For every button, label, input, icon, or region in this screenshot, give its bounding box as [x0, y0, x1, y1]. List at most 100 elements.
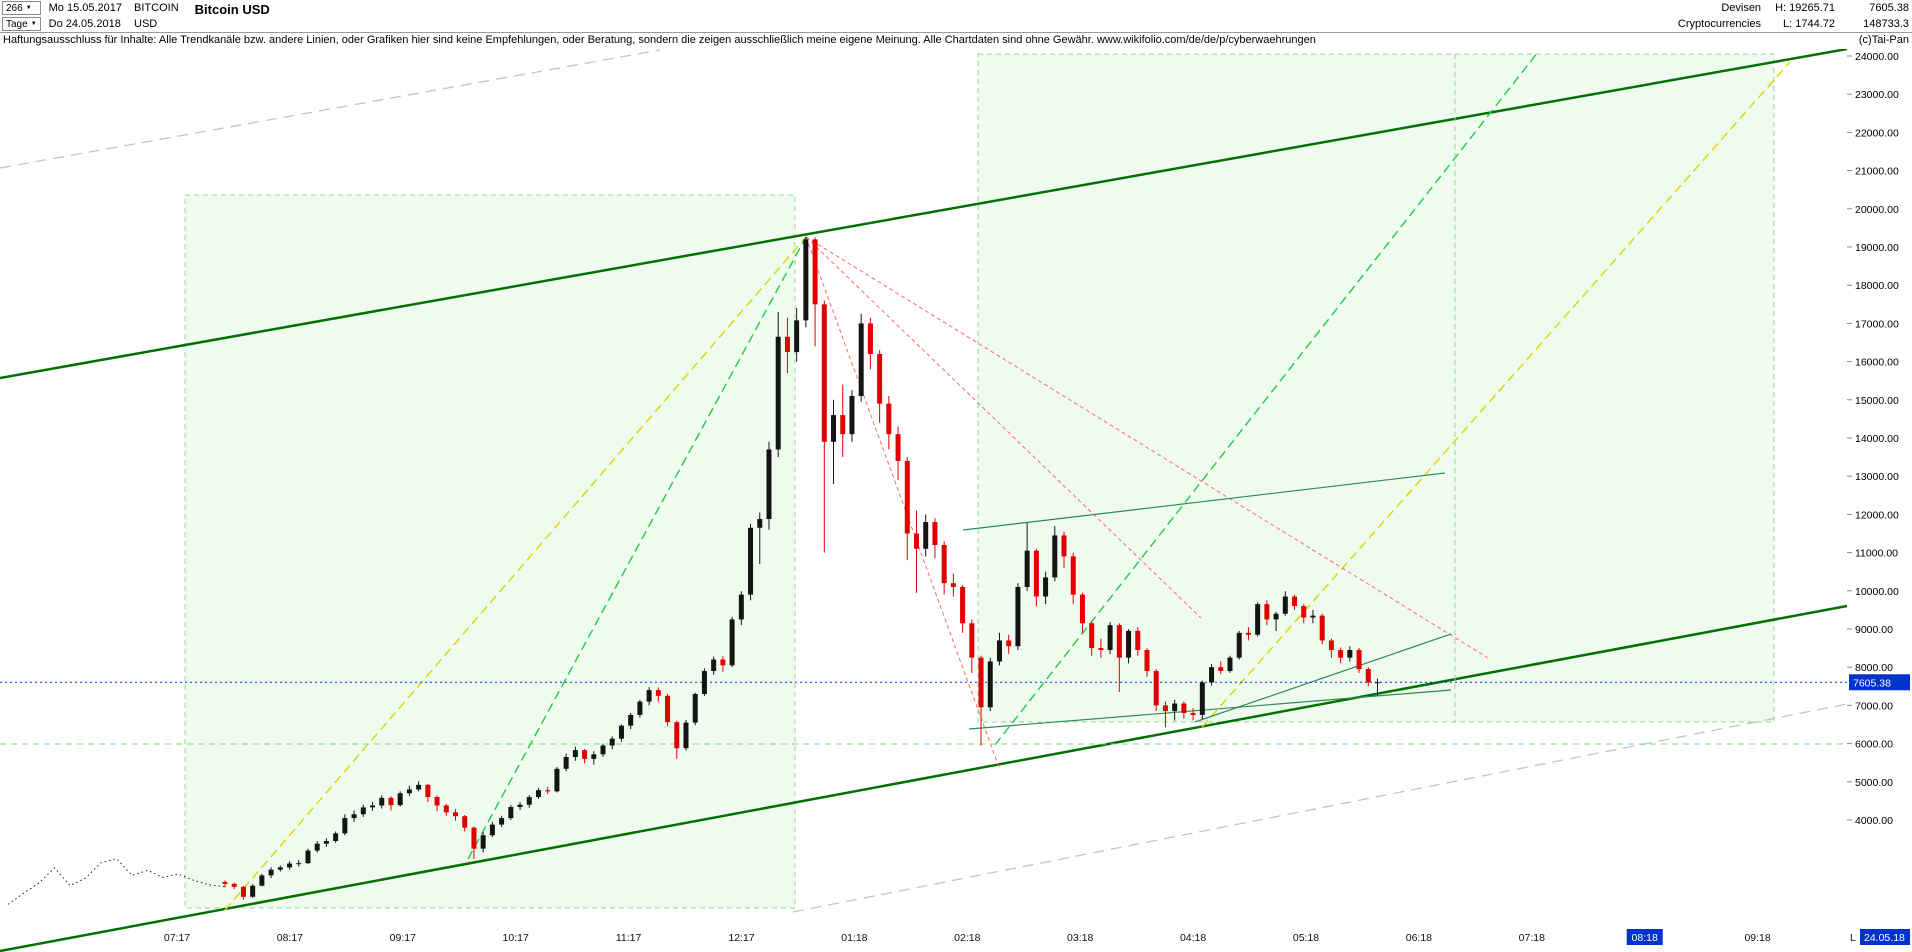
candle-body	[1218, 667, 1224, 672]
x-axis-label: 09:18	[1744, 932, 1770, 944]
candle-body	[1033, 550, 1039, 597]
candle-body	[563, 756, 569, 769]
candle-body	[720, 659, 726, 666]
candle-body	[840, 415, 846, 435]
x-axis-label: 12:17	[728, 932, 754, 944]
candle-body	[729, 619, 735, 666]
x-axis-label: 06:18	[1406, 932, 1432, 944]
candle-body	[978, 657, 984, 708]
minor-rising-support-line[interactable]	[1194, 633, 1452, 723]
last-date-label: 24.05.18	[1864, 932, 1905, 944]
y-axis-label: 10000.00	[1855, 586, 1899, 598]
candle-body	[1153, 671, 1159, 706]
candle-body	[950, 583, 956, 587]
last-date-prefix: L	[1850, 932, 1856, 944]
y-axis-label: 20000.00	[1855, 204, 1899, 216]
candlestick-chart: 24000.00 23000.00 22000.00 21000.00 20000.00…	[0, 49, 1910, 952]
highlight-region-2017[interactable]	[184, 194, 796, 909]
parallel-gray-bottom[interactable]	[792, 703, 1848, 913]
y-axis-label: 5000.00	[1855, 777, 1893, 789]
candle-body	[867, 323, 873, 354]
period-unit-select[interactable]: Tage ▼	[2, 17, 41, 31]
chevron-down-icon: ▼	[25, 5, 32, 11]
y-axis-label: 4000.00	[1855, 815, 1893, 827]
x-axis-label: 07:18	[1519, 932, 1545, 944]
fan-line-green-2017[interactable]	[467, 236, 807, 860]
last-values-cell: 7605.38 148733.3	[1842, 1, 1912, 31]
projection-red-middle[interactable]	[805, 236, 1202, 619]
last-price-tag-label: 7605.38	[1853, 677, 1891, 689]
steep-trend-green-2018[interactable]	[994, 51, 1539, 746]
projection-red-flat[interactable]	[805, 236, 1489, 659]
high-low-cell: H: 19265.71 L: 1744.72	[1768, 1, 1842, 31]
subcategory-label: Cryptocurrencies	[1677, 17, 1762, 30]
candle-body	[222, 881, 228, 884]
candle-body	[1245, 632, 1251, 635]
projection-red-steep[interactable]	[805, 236, 1001, 771]
major-channel-bottom[interactable]	[0, 604, 1848, 952]
minor-resistance-line[interactable]	[962, 472, 1446, 531]
candle-body	[711, 659, 717, 672]
candle-body	[517, 804, 523, 808]
date-to: Do 24.05.2018	[48, 17, 121, 30]
x-axis-label: 11:17	[616, 932, 642, 944]
candle-body	[1089, 623, 1095, 649]
disclaimer-text: Haftungsausschluss für Inhalte: Alle Tre…	[3, 34, 1316, 46]
y-axis-label: 23000.00	[1855, 89, 1899, 101]
x-axis-label: 01:18	[841, 932, 867, 944]
candle-body	[1135, 630, 1141, 651]
candle-body	[425, 784, 431, 798]
candle-body	[683, 722, 689, 749]
steep-trend-yellow-2018[interactable]	[1201, 61, 1791, 728]
candle-body	[1365, 669, 1371, 683]
candle-body	[416, 784, 422, 790]
candle-body	[259, 875, 265, 886]
x-axis-label: 03:18	[1067, 932, 1093, 944]
x-axis-label: 08:18	[1632, 932, 1658, 944]
candle-body	[1347, 650, 1353, 658]
candle-body	[1264, 604, 1270, 620]
candle-body	[480, 835, 486, 849]
chart-canvas[interactable]: 24000.00 23000.00 22000.00 21000.00 20000.00…	[0, 49, 1912, 952]
parallel-gray-top[interactable]	[0, 49, 661, 169]
y-axis-label: 9000.00	[1855, 624, 1893, 636]
x-axis-label: 09:17	[390, 932, 416, 944]
fan-line-yellow-2017[interactable]	[224, 236, 807, 911]
candle-body	[794, 320, 800, 353]
y-axis-label: 8000.00	[1855, 662, 1893, 674]
x-axis-label: 08:17	[277, 932, 303, 944]
candle-body	[333, 833, 339, 842]
period-count-select[interactable]: 266 ▼	[2, 1, 41, 15]
major-channel-top[interactable]	[0, 49, 1848, 380]
candle-body	[379, 797, 385, 806]
copyright-label: (c)Tai-Pan	[1858, 34, 1909, 46]
date-from: Mo 15.05.2017	[48, 2, 123, 14]
candle-body	[803, 239, 809, 321]
candle-body	[434, 797, 440, 806]
candle-body	[895, 434, 901, 461]
x-axis-label: 04:18	[1180, 932, 1206, 944]
candle-body	[1006, 640, 1012, 647]
candle-body	[1375, 682, 1380, 684]
x-axis-highlight	[1626, 929, 1663, 945]
candle-body	[1107, 625, 1113, 651]
candle-body	[701, 671, 707, 694]
y-axis-label: 15000.00	[1855, 395, 1899, 407]
candle-body	[914, 533, 919, 549]
candle-body	[305, 850, 311, 864]
candle-body	[1052, 535, 1058, 578]
highlight-region-2018[interactable]	[977, 53, 1775, 723]
minor-support-line[interactable]	[968, 689, 1452, 730]
candle-body	[1209, 667, 1215, 683]
high-value: H: 19265.71	[1775, 2, 1835, 14]
candle-body	[397, 793, 403, 806]
candle-body	[812, 239, 818, 305]
date-range: Mo 15.05.2017 Do 24.05.2018	[43, 0, 128, 32]
candle-body	[849, 395, 855, 435]
candle-body	[665, 695, 671, 723]
low-value: L: 1744.72	[1783, 17, 1835, 30]
candle-body	[1162, 705, 1168, 712]
candle-body	[508, 807, 514, 819]
y-axis-label: 19000.00	[1855, 242, 1899, 254]
candle-body	[240, 886, 246, 897]
